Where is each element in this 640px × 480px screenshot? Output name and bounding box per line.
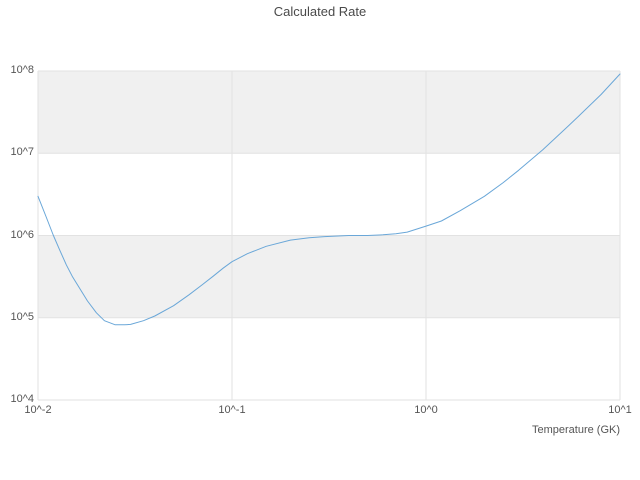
chart-title: Calculated Rate	[273, 4, 367, 19]
x-tick-label: 10^1	[608, 404, 632, 416]
y-tick-label: 10^7	[10, 146, 34, 159]
plot-band	[38, 71, 620, 154]
x-tick-label: 10^0	[414, 404, 438, 416]
x-tick-label: 10^-2	[24, 404, 52, 416]
plot-band	[38, 235, 620, 318]
y-tick-label: 10^5	[10, 310, 34, 323]
y-tick-label: 10^4	[10, 393, 34, 405]
y-tick-label: 10^6	[10, 228, 34, 241]
x-axis-label: Temperature (GK)	[531, 424, 620, 436]
rate-line	[37, 73, 621, 326]
x-tick-label: 10^-1	[218, 404, 246, 416]
y-tick-label: 10^8	[10, 64, 34, 76]
